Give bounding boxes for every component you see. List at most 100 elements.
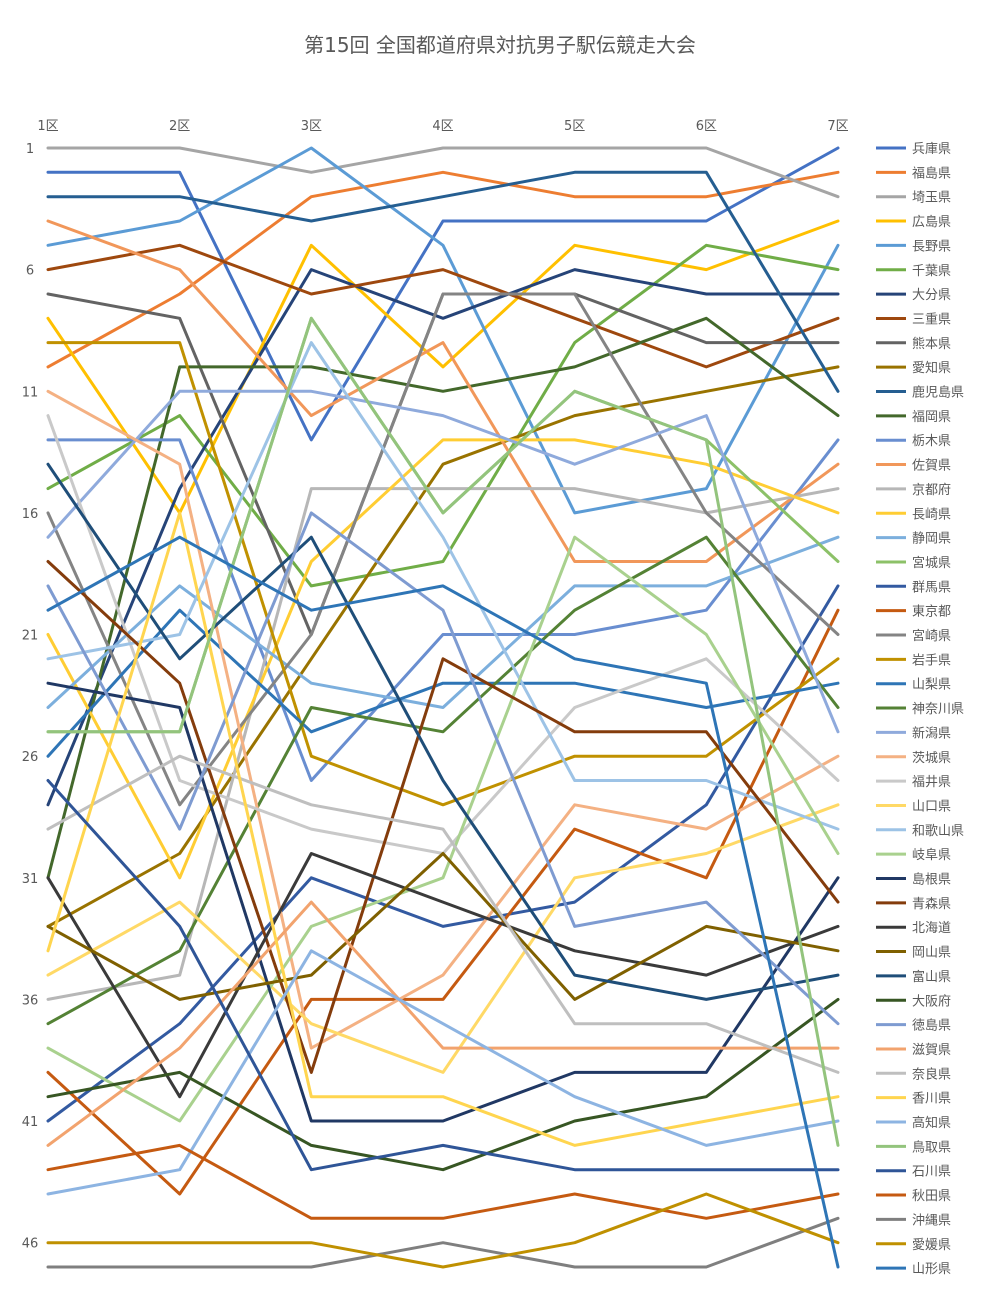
- x-axis-ticks: 1区 2区 3区 4区 5区 6区 7区: [37, 119, 848, 134]
- plot-area: [46, 146, 840, 1269]
- y-tick-label: 31: [22, 872, 39, 887]
- series-line: [46, 365, 840, 928]
- legend-label: 群馬県: [912, 580, 951, 595]
- legend-label: 岩手県: [912, 653, 951, 668]
- legend-label: 和歌山県: [912, 824, 964, 839]
- series-line: [46, 997, 840, 1172]
- series-line: [46, 560, 840, 1074]
- series-line: [46, 389, 840, 1050]
- legend-label: 山形県: [912, 1262, 951, 1277]
- legend-label: 大阪府: [912, 994, 951, 1009]
- series-line: [46, 754, 840, 1074]
- legend-label: 愛知県: [912, 360, 951, 376]
- series-line: [46, 1143, 840, 1220]
- legend-label: 鹿児島県: [912, 385, 964, 401]
- legend-label: 香川県: [912, 1092, 951, 1107]
- series-line: [46, 170, 840, 369]
- y-tick-label: 11: [22, 385, 39, 400]
- series-line: [46, 170, 840, 393]
- x-tick-label: 5区: [564, 119, 585, 134]
- series-line: [46, 949, 840, 1196]
- x-tick-label: 7区: [827, 119, 848, 134]
- legend-label: 福島県: [912, 166, 951, 181]
- legend-label: 埼玉県: [912, 191, 951, 206]
- legend-label: 大分県: [912, 288, 951, 303]
- series-line: [46, 852, 840, 1099]
- legend-label: 熊本県: [912, 336, 951, 352]
- series-line: [46, 462, 840, 1001]
- series-line: [46, 316, 840, 880]
- y-tick-label: 41: [22, 1115, 39, 1130]
- legend-label: 青森県: [912, 897, 951, 912]
- legend-label: 長崎県: [912, 507, 951, 522]
- series-line: [46, 511, 840, 1026]
- legend-label: 鳥取県: [912, 1140, 951, 1155]
- series-line: [46, 389, 840, 734]
- x-tick-label: 3区: [301, 119, 322, 134]
- x-tick-label: 2区: [169, 119, 190, 134]
- legend-label: 広島県: [912, 215, 951, 230]
- legend-label: 石川県: [912, 1165, 951, 1180]
- series-line: [46, 146, 840, 515]
- series-line: [46, 243, 840, 369]
- series-line: [46, 1216, 840, 1269]
- series-line: [46, 292, 840, 807]
- legend-label: 福井県: [912, 775, 951, 790]
- series-line: [46, 511, 840, 1147]
- series-line: [46, 900, 840, 1147]
- series-line: [46, 243, 840, 588]
- legend-label: 京都府: [912, 483, 951, 498]
- y-tick-label: 36: [22, 993, 39, 1008]
- legend-label: 長野県: [912, 239, 951, 254]
- series-line: [46, 535, 840, 1026]
- legend-label: 栃木県: [912, 434, 951, 449]
- x-tick-label: 1区: [37, 119, 58, 134]
- series-line: [46, 608, 840, 1196]
- legend-label: 千葉県: [912, 264, 951, 279]
- series-line: [46, 146, 840, 199]
- y-tick-label: 26: [22, 750, 39, 765]
- legend-label: 宮城県: [912, 555, 951, 571]
- legend-label: 高知県: [912, 1115, 951, 1131]
- series-line: [46, 535, 840, 1123]
- legend-label: 山梨県: [912, 678, 951, 693]
- legend-label: 愛媛県: [912, 1238, 951, 1253]
- series-line: [46, 852, 840, 1001]
- series-line: [46, 681, 840, 1123]
- series-line: [46, 316, 840, 1147]
- x-tick-label: 6区: [696, 119, 717, 134]
- legend-label: 宮崎県: [912, 628, 951, 644]
- series-line: [46, 535, 840, 709]
- legend-label: 神奈川県: [912, 702, 964, 717]
- legend-label: 佐賀県: [912, 459, 951, 474]
- y-tick-label: 46: [22, 1237, 39, 1252]
- series-line: [46, 584, 840, 1123]
- legend-label: 岡山県: [912, 946, 951, 961]
- series-line: [46, 803, 840, 1074]
- legend-label: 秋田県: [912, 1189, 951, 1204]
- legend-label: 徳島県: [912, 1019, 951, 1034]
- legend-label: 滋賀県: [912, 1043, 951, 1058]
- series-line: [46, 779, 840, 1172]
- chart-title: 第15回 全国都道府県対抗男子駅伝競走大会: [304, 33, 696, 57]
- legend-label: 兵庫県: [912, 142, 951, 157]
- series-line: [46, 608, 840, 758]
- legend-label: 北海道: [912, 921, 951, 936]
- legend: 兵庫県福島県埼玉県広島県長野県千葉県大分県三重県熊本県愛知県鹿児島県福岡県栃木県…: [876, 142, 964, 1277]
- series-line: [46, 438, 840, 880]
- series-line: [46, 146, 840, 442]
- legend-label: 奈良県: [912, 1066, 951, 1082]
- legend-label: 三重県: [912, 311, 951, 327]
- legend-label: 福岡県: [912, 410, 951, 425]
- legend-label: 富山県: [912, 969, 951, 985]
- legend-label: 新潟県: [912, 725, 951, 741]
- legend-label: 岐阜県: [912, 847, 951, 863]
- y-tick-label: 1: [26, 142, 34, 157]
- legend-label: 静岡県: [912, 532, 951, 547]
- series-line: [46, 438, 840, 782]
- series-line: [46, 341, 840, 807]
- legend-label: 東京都: [912, 604, 951, 620]
- series-line: [46, 535, 840, 1269]
